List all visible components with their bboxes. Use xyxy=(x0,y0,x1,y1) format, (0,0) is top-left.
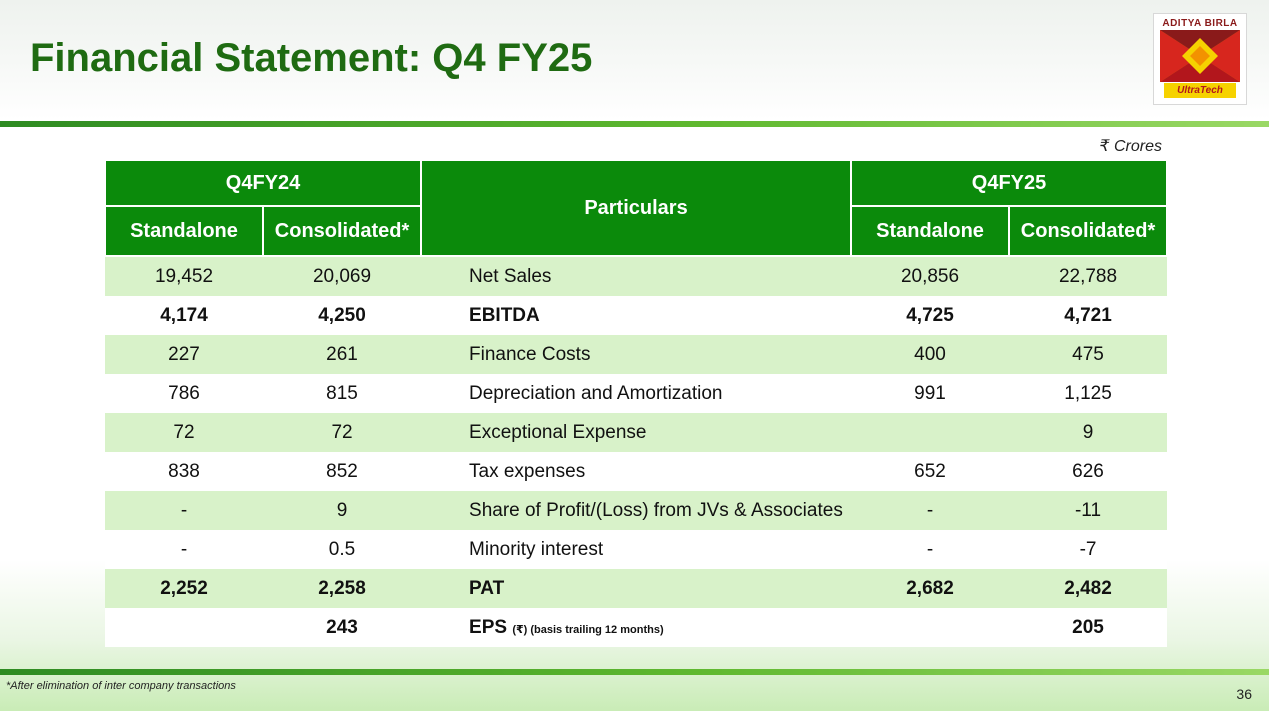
table-row: 786 815 Depreciation and Amortization 99… xyxy=(105,374,1168,413)
cell-fy24-standalone xyxy=(105,608,263,647)
cell-fy25-consolidated: -11 xyxy=(1009,491,1168,530)
cell-fy25-consolidated: -7 xyxy=(1009,530,1168,569)
cell-fy25-standalone: 4,725 xyxy=(851,296,1010,335)
unit-label: ₹ Crores xyxy=(1099,138,1162,155)
aditya-birla-ultratech-logo: ADITYA BIRLA UltraTech xyxy=(1153,13,1247,105)
logo-brand-text: UltraTech xyxy=(1164,83,1236,98)
cell-fy25-standalone: 652 xyxy=(851,452,1010,491)
table-row: 19,452 20,069 Net Sales 20,856 22,788 xyxy=(105,256,1168,296)
cell-particular: Minority interest xyxy=(421,530,852,569)
cell-particular: Net Sales xyxy=(421,256,852,296)
cell-fy25-consolidated: 1,125 xyxy=(1009,374,1168,413)
col-header-fy24-consolidated: Consolidated* xyxy=(261,205,423,257)
slide-title: Financial Statement: Q4 FY25 xyxy=(30,36,593,80)
cell-fy24-consolidated: 72 xyxy=(263,413,422,452)
cell-fy25-standalone xyxy=(851,608,1010,647)
cell-fy24-consolidated: 261 xyxy=(263,335,422,374)
cell-fy24-consolidated: 9 xyxy=(263,491,422,530)
col-header-fy25-consolidated: Consolidated* xyxy=(1008,205,1169,257)
period-header-q4fy24: Q4FY24 xyxy=(103,159,423,207)
eps-note: (₹) (basis trailing 12 months) xyxy=(512,623,664,636)
cell-fy24-standalone: 2,252 xyxy=(105,569,263,608)
sun-rays-logo-icon xyxy=(1160,30,1240,82)
cell-fy24-standalone: - xyxy=(105,491,263,530)
cell-fy24-standalone: 227 xyxy=(105,335,263,374)
table-row: 4,174 4,250 EBITDA 4,725 4,721 xyxy=(105,296,1168,335)
cell-fy24-standalone: 786 xyxy=(105,374,263,413)
cell-fy25-standalone xyxy=(851,413,1010,452)
particulars-header: Particulars xyxy=(420,159,853,257)
cell-fy24-consolidated: 815 xyxy=(263,374,422,413)
cell-particular: EBITDA xyxy=(421,296,852,335)
cell-fy24-consolidated: 852 xyxy=(263,452,422,491)
cell-fy24-consolidated: 243 xyxy=(263,608,422,647)
logo-top-text: ADITYA BIRLA xyxy=(1162,18,1238,29)
cell-fy24-standalone: 19,452 xyxy=(105,256,263,296)
cell-fy25-consolidated: 2,482 xyxy=(1009,569,1168,608)
table-row: 2,252 2,258 PAT 2,682 2,482 xyxy=(105,569,1168,608)
cell-fy25-standalone: 20,856 xyxy=(851,256,1010,296)
table-row: - 9 Share of Profit/(Loss) from JVs & As… xyxy=(105,491,1168,530)
cell-fy24-consolidated: 0.5 xyxy=(263,530,422,569)
footer-divider xyxy=(0,669,1269,675)
cell-fy25-standalone: 991 xyxy=(851,374,1010,413)
cell-fy25-consolidated: 205 xyxy=(1009,608,1168,647)
cell-particular: Exceptional Expense xyxy=(421,413,852,452)
eps-label: EPS xyxy=(469,616,508,638)
cell-fy25-standalone: - xyxy=(851,491,1010,530)
cell-fy25-consolidated: 22,788 xyxy=(1009,256,1168,296)
period-header-q4fy25: Q4FY25 xyxy=(850,159,1169,207)
cell-fy25-consolidated: 9 xyxy=(1009,413,1168,452)
cell-fy24-standalone: 838 xyxy=(105,452,263,491)
cell-fy24-consolidated: 2,258 xyxy=(263,569,422,608)
cell-particular: PAT xyxy=(421,569,852,608)
table-row: 838 852 Tax expenses 652 626 xyxy=(105,452,1168,491)
cell-fy25-consolidated: 475 xyxy=(1009,335,1168,374)
cell-fy24-standalone: - xyxy=(105,530,263,569)
table-row: 227 261 Finance Costs 400 475 xyxy=(105,335,1168,374)
cell-fy25-standalone: 2,682 xyxy=(851,569,1010,608)
cell-fy25-standalone: 400 xyxy=(851,335,1010,374)
cell-particular: Share of Profit/(Loss) from JVs & Associ… xyxy=(421,491,852,530)
page-number: 36 xyxy=(1236,686,1252,702)
table-row: 72 72 Exceptional Expense 9 xyxy=(105,413,1168,452)
cell-fy24-standalone: 4,174 xyxy=(105,296,263,335)
cell-particular: Tax expenses xyxy=(421,452,852,491)
cell-fy24-consolidated: 4,250 xyxy=(263,296,422,335)
cell-fy24-standalone: 72 xyxy=(105,413,263,452)
header-divider xyxy=(0,121,1269,127)
cell-fy25-standalone: - xyxy=(851,530,1010,569)
cell-fy25-consolidated: 626 xyxy=(1009,452,1168,491)
financial-statement-table: Q4FY24 Particulars Q4FY25 Standalone Con… xyxy=(103,159,1169,647)
col-header-fy25-standalone: Standalone xyxy=(850,205,1011,257)
cell-particular: Finance Costs xyxy=(421,335,852,374)
cell-fy25-consolidated: 4,721 xyxy=(1009,296,1168,335)
cell-particular: EPS (₹) (basis trailing 12 months) xyxy=(421,608,852,647)
footnote: *After elimination of inter company tran… xyxy=(6,680,236,692)
table-row: - 0.5 Minority interest - -7 xyxy=(105,530,1168,569)
col-header-fy24-standalone: Standalone xyxy=(104,205,264,257)
cell-particular: Depreciation and Amortization xyxy=(421,374,852,413)
table-row: 243 EPS (₹) (basis trailing 12 months) 2… xyxy=(105,608,1168,647)
cell-fy24-consolidated: 20,069 xyxy=(263,256,422,296)
